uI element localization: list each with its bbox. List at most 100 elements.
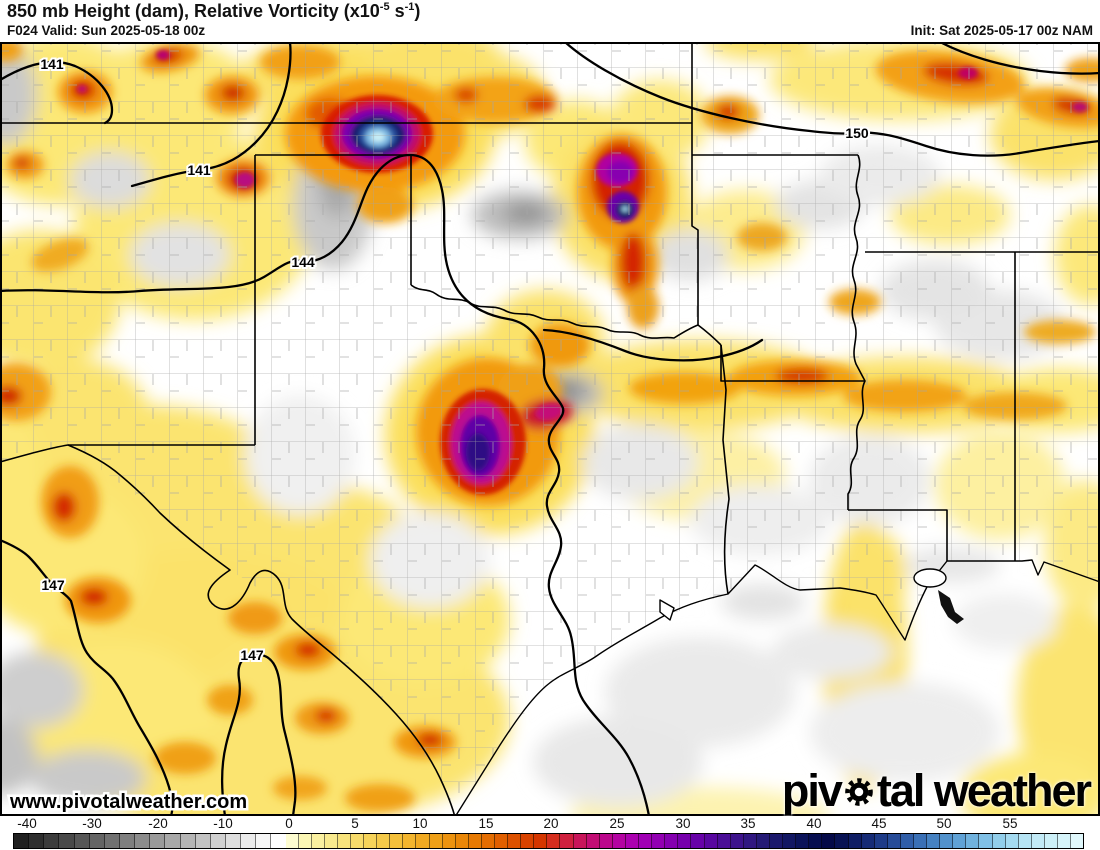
colorbar-cell	[809, 834, 823, 848]
colorbar-cell	[195, 834, 211, 848]
colorbar-positive-section	[285, 834, 1084, 848]
colorbar-cell	[769, 834, 784, 848]
colorbar-cell	[44, 834, 60, 848]
colorbar-cell	[165, 834, 181, 848]
colorbar-cell	[756, 834, 770, 848]
contour-label: 141	[40, 56, 64, 72]
colorbar-cell	[403, 834, 417, 848]
pivotal-weather-logo: piv tal weather	[781, 765, 1092, 816]
colorbar-cell	[377, 834, 391, 848]
colorbar-cell	[298, 834, 312, 848]
title-superscript: -1	[404, 1, 415, 13]
colorbar-cell	[495, 834, 509, 848]
watermark: www.pivotalweather.com	[9, 791, 247, 813]
colorbar-cell	[416, 834, 430, 848]
colorbar-cell	[74, 834, 90, 848]
mississippi-delta	[938, 590, 964, 624]
colorbar-cell	[940, 834, 954, 848]
contour-labels: 141 141 144 150 147 147	[38, 54, 871, 665]
colorbar-cell	[429, 834, 443, 848]
colorbar-tick-labels: -40 -30 -20 -10 0 5 10 15 20 25 30 35 40 45 50 55	[13, 816, 1084, 832]
colorbar-cell	[180, 834, 196, 848]
colorbar-cell	[927, 834, 941, 848]
colorbar-tick-label: 50	[936, 816, 952, 831]
forecast-valid-label: F024 Valid: Sun 2025-05-18 00z	[7, 23, 206, 38]
colorbar-cell	[625, 834, 640, 848]
colorbar-cell	[442, 834, 456, 848]
page-title: 850 mb Height (dam), Relative Vorticity …	[7, 1, 421, 21]
colorbar-tick-label: 15	[478, 816, 494, 831]
colorbar-cell	[29, 834, 45, 848]
colorbar-cell	[966, 834, 980, 848]
colorbar-cell	[992, 834, 1006, 848]
colorbar-cell	[256, 834, 272, 848]
map-frame	[0, 42, 1100, 816]
colorbar-cell	[337, 834, 351, 848]
colorbar-tick-label: 5	[351, 816, 359, 831]
colorbar: -40 -30 -20 -10 0 5 10 15 20 25 30 35 40 45 50 55	[0, 816, 1100, 850]
title-superscript: -5	[379, 1, 390, 13]
colorbar-cell	[822, 834, 836, 848]
colorbar-cell	[225, 834, 242, 848]
colorbar-cell	[743, 834, 757, 848]
colorbar-cell	[481, 834, 496, 848]
colorbar-tick-label: 30	[675, 816, 691, 831]
colorbar-cell	[390, 834, 404, 848]
colorbar-tick-label: -10	[213, 816, 233, 831]
coastline	[454, 559, 1100, 816]
colorbar-cell	[586, 834, 600, 848]
colorbar-cell	[783, 834, 797, 848]
colorbar-tick-label: -40	[17, 816, 37, 831]
colorbar-cell	[848, 834, 862, 848]
colorbar-cell	[612, 834, 626, 848]
colorbar-tick-label: 25	[609, 816, 625, 831]
colorbar-cell	[953, 834, 967, 848]
colorbar-cell	[89, 834, 105, 848]
colorbar-cell	[14, 834, 30, 848]
colorbar-cell	[704, 834, 718, 848]
colorbar-cell	[119, 834, 136, 848]
init-time-label: Init: Sat 2025-05-17 00z NAM	[910, 23, 1093, 38]
colorbar-cell	[861, 834, 875, 848]
weather-map: 141 141 144 150 147 147 www.pivotalweather.co…	[0, 42, 1100, 816]
height-contours	[0, 42, 1100, 816]
colorbar-cell	[717, 834, 731, 848]
colorbar-cell	[835, 834, 849, 848]
colorbar-cell	[1005, 834, 1019, 848]
colorbar-cell	[534, 834, 548, 848]
colorbar-cell	[1058, 834, 1072, 848]
colorbar-cell	[508, 834, 522, 848]
colorbar-tick-label: 20	[543, 816, 559, 831]
colorbar-cell	[560, 834, 574, 848]
logo-text: tal weather	[876, 765, 1092, 816]
contour-label: 147	[41, 577, 65, 593]
colorbar-cell	[1018, 834, 1032, 848]
colorbar-cell	[665, 834, 679, 848]
colorbar-cell	[1071, 834, 1084, 848]
colorbar-cell	[1031, 834, 1045, 848]
colorbar-cell	[285, 834, 299, 848]
contour-label: 150	[845, 125, 869, 141]
colorbar-cell	[691, 834, 705, 848]
colorbar-cell	[573, 834, 587, 848]
colorbar-cell	[639, 834, 653, 848]
colorbar-cell	[324, 834, 338, 848]
colorbar-cell	[914, 834, 928, 848]
colorbar-cell	[599, 834, 613, 848]
colorbar-cell	[350, 834, 365, 848]
state-borders	[0, 42, 1100, 816]
colorbar-cell	[271, 834, 286, 848]
colorbar-cell	[521, 834, 535, 848]
colorbar-cell	[364, 834, 378, 848]
gear-icon	[845, 777, 873, 806]
colorbar-cell	[455, 834, 469, 848]
contour-label: 147	[240, 647, 264, 663]
colorbar-cell	[1044, 834, 1059, 848]
colorbar-cell	[874, 834, 888, 848]
colorbar-cell	[979, 834, 993, 848]
colorbar-cell	[796, 834, 810, 848]
colorbar-cell	[311, 834, 325, 848]
map-canvas: 141 141 144 150 147 147 www.pivotalweather.co…	[0, 42, 1100, 816]
logo-text: piv	[781, 765, 843, 816]
colorbar-bar	[13, 833, 1084, 849]
